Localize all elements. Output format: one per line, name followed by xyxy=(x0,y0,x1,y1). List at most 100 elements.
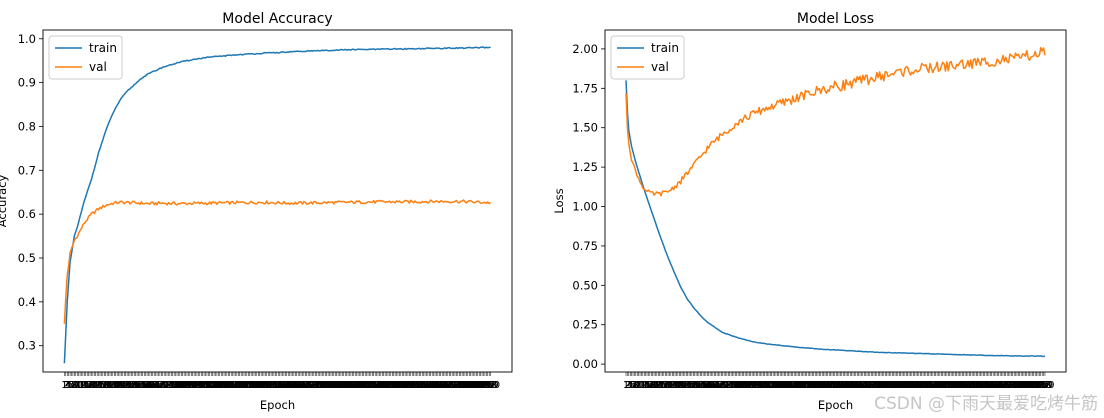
x-tick-label: 49 xyxy=(687,380,700,391)
x-tick-label: 180 xyxy=(310,380,329,391)
x-tick-label: 145 xyxy=(260,380,279,391)
x-tick-label: 294 xyxy=(1027,380,1046,391)
x-tick-label: 59 xyxy=(141,380,154,391)
x-tick-label: 140 xyxy=(811,380,830,391)
x-tick-label: 216 xyxy=(918,380,937,391)
x-tick-label: 25 xyxy=(92,380,105,391)
x-tick-label: 161 xyxy=(841,380,860,391)
x-tick-label: 255 xyxy=(972,380,991,391)
x-tick-label: 92 xyxy=(747,380,760,391)
y-tick-label: 0.75 xyxy=(572,239,598,253)
x-tick-label: 231 xyxy=(383,380,402,391)
x-tick-label: 299 xyxy=(480,380,499,391)
y-tick-label: 0.9 xyxy=(18,76,36,90)
x-tick-label: 191 xyxy=(326,380,345,391)
x-tick-label: 183 xyxy=(871,380,890,391)
x-tick-label: 243 xyxy=(400,380,419,391)
x-tick-label: 236 xyxy=(946,380,965,391)
x-tick-label: 105 xyxy=(203,380,222,391)
x-tick-label: 9 xyxy=(73,380,79,391)
x-tick-label: 132 xyxy=(242,380,261,391)
x-tick-label: 75 xyxy=(723,380,736,391)
x-tick-label: 189 xyxy=(323,380,342,391)
y-tick-label: 0.4 xyxy=(18,295,36,309)
x-tick-label: 123 xyxy=(229,380,248,391)
x-tick-label: 70 xyxy=(156,380,169,391)
x-tick-label: 98 xyxy=(756,380,769,391)
x-tick-label: 200 xyxy=(339,380,358,391)
x-tick-label: 107 xyxy=(765,380,784,391)
x-tick-label: 224 xyxy=(373,380,392,391)
x-tick-label: 168 xyxy=(850,380,869,391)
x-tick-label: 47 xyxy=(124,380,137,391)
x-tick-label: 117 xyxy=(779,380,798,391)
x-tick-label: 87 xyxy=(740,380,753,391)
x-tick-label: 256 xyxy=(418,380,437,391)
x-tick-label: 103 xyxy=(200,380,219,391)
x-tick-label: 37 xyxy=(670,380,683,391)
x-tick-label: 109 xyxy=(768,380,787,391)
x-tick-label: 17 xyxy=(642,380,655,391)
x-tick-label: 124 xyxy=(789,380,808,391)
x-tick-label: 107 xyxy=(206,380,225,391)
x-tick-label: 120 xyxy=(783,380,802,391)
x-tick-label: 160 xyxy=(281,380,300,391)
x-tick-label: 38 xyxy=(111,380,124,391)
x-tick-label: 238 xyxy=(393,380,412,391)
x-tick-label: 68 xyxy=(154,380,167,391)
plot-frame xyxy=(42,29,513,373)
x-tick-label: 21 xyxy=(87,380,100,391)
x-tick-label: 179 xyxy=(866,380,885,391)
y-tick-label: 2.00 xyxy=(572,42,598,56)
x-tick-label: 274 xyxy=(444,380,463,391)
x-tick-label: 162 xyxy=(284,380,303,391)
x-tick-label: 223 xyxy=(371,380,390,391)
x-tick-label: 70 xyxy=(716,380,729,391)
x-tick-label: 40 xyxy=(114,380,127,391)
x-tick-label: 33 xyxy=(104,380,117,391)
x-tick-label: 294 xyxy=(473,380,492,391)
x-tick-label: 69 xyxy=(715,380,728,391)
x-tick-label: 215 xyxy=(360,380,379,391)
legend-box xyxy=(610,35,685,80)
x-tick-label: 58 xyxy=(139,380,152,391)
x-tick-label: 263 xyxy=(428,380,447,391)
x-tick-label: 84 xyxy=(736,380,749,391)
x-tick-label: 277 xyxy=(448,380,467,391)
x-tick-label: 51 xyxy=(129,380,142,391)
x-tick-label: 5 xyxy=(67,380,73,391)
x-tick-label: 295 xyxy=(1028,380,1047,391)
x-tick-label: 81 xyxy=(732,380,745,391)
x-tick-label: 110 xyxy=(769,380,788,391)
x-tick-label: 50 xyxy=(688,380,701,391)
x-tick-label: 263 xyxy=(984,380,1003,391)
x-tick-label: 176 xyxy=(862,380,881,391)
x-tick-label: 101 xyxy=(757,380,776,391)
x-tick-label: 152 xyxy=(270,380,289,391)
x-tick-label: 101 xyxy=(197,380,216,391)
x-tick-label: 57 xyxy=(138,380,151,391)
x-ticks xyxy=(64,372,491,376)
x-tick-label: 119 xyxy=(223,380,242,391)
x-tick-label: 295 xyxy=(474,380,493,391)
x-tick-label: 76 xyxy=(165,380,178,391)
x-tick-label: 185 xyxy=(317,380,336,391)
loss-legend-train-label: train xyxy=(651,41,679,55)
loss-x-axis-label: Epoch xyxy=(818,398,853,412)
x-tick-label: 29 xyxy=(659,380,672,391)
x-tick-label: 253 xyxy=(970,380,989,391)
x-tick-label: 24 xyxy=(652,380,665,391)
x-tick-label: 104 xyxy=(761,380,780,391)
x-tick-label: 226 xyxy=(376,380,395,391)
x-tick-label: 167 xyxy=(291,380,310,391)
x-tick-label: 173 xyxy=(857,380,876,391)
x-tick-label: 232 xyxy=(384,380,403,391)
x-tick-label: 288 xyxy=(464,380,483,391)
x-tick-label: 163 xyxy=(843,380,862,391)
x-tick-label: 118 xyxy=(222,380,241,391)
x-tick-label: 185 xyxy=(874,380,893,391)
accuracy-chart-title: Model Accuracy xyxy=(222,11,332,27)
x-tick-label: 74 xyxy=(162,380,175,391)
watermark: CSDN @下雨天最爱吃烤牛筋 xyxy=(874,394,1098,414)
